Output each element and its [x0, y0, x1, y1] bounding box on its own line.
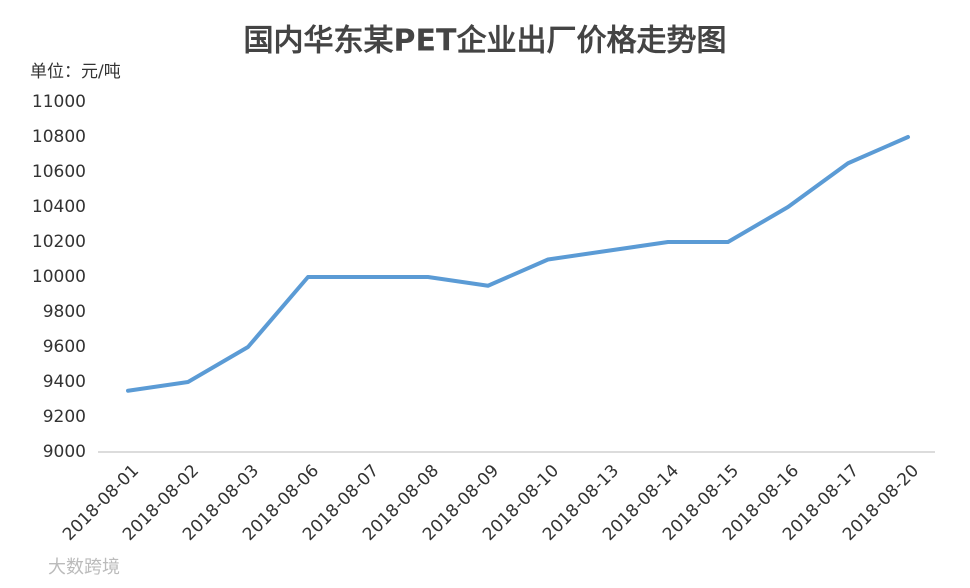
y-tick-label: 9400: [43, 372, 86, 392]
y-tick-label: 9000: [43, 442, 86, 462]
chart-title: 国内华东某PET企业出厂价格走势图: [244, 24, 727, 59]
y-tick-label: 10000: [32, 267, 86, 287]
y-unit-label: 单位：元/吨: [30, 62, 121, 82]
y-tick-label: 10800: [32, 127, 86, 147]
y-tick-label: 10600: [32, 162, 86, 182]
y-tick-label: 9800: [43, 302, 86, 322]
y-tick-label: 9200: [43, 407, 86, 427]
watermark: 大数跨境: [48, 557, 120, 578]
y-tick-label: 11000: [32, 92, 86, 112]
y-tick-label: 10200: [32, 232, 86, 252]
y-tick-label: 9600: [43, 337, 86, 357]
data-line: [126, 135, 910, 393]
y-tick-label: 10400: [32, 197, 86, 217]
